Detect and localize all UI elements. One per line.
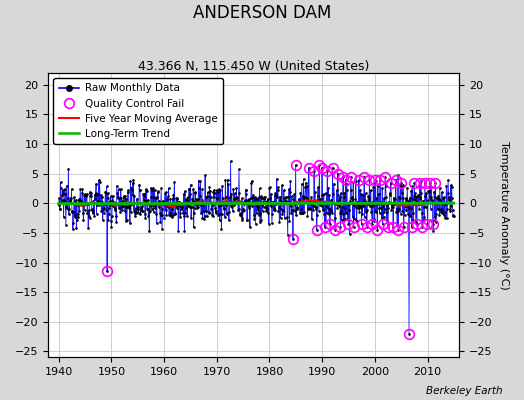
Legend: Raw Monthly Data, Quality Control Fail, Five Year Moving Average, Long-Term Tren: Raw Monthly Data, Quality Control Fail, …: [53, 78, 223, 144]
Text: Berkeley Earth: Berkeley Earth: [427, 386, 503, 396]
Text: ANDERSON DAM: ANDERSON DAM: [193, 4, 331, 22]
Y-axis label: Temperature Anomaly (°C): Temperature Anomaly (°C): [499, 141, 509, 290]
Title: 43.366 N, 115.450 W (United States): 43.366 N, 115.450 W (United States): [138, 60, 369, 73]
